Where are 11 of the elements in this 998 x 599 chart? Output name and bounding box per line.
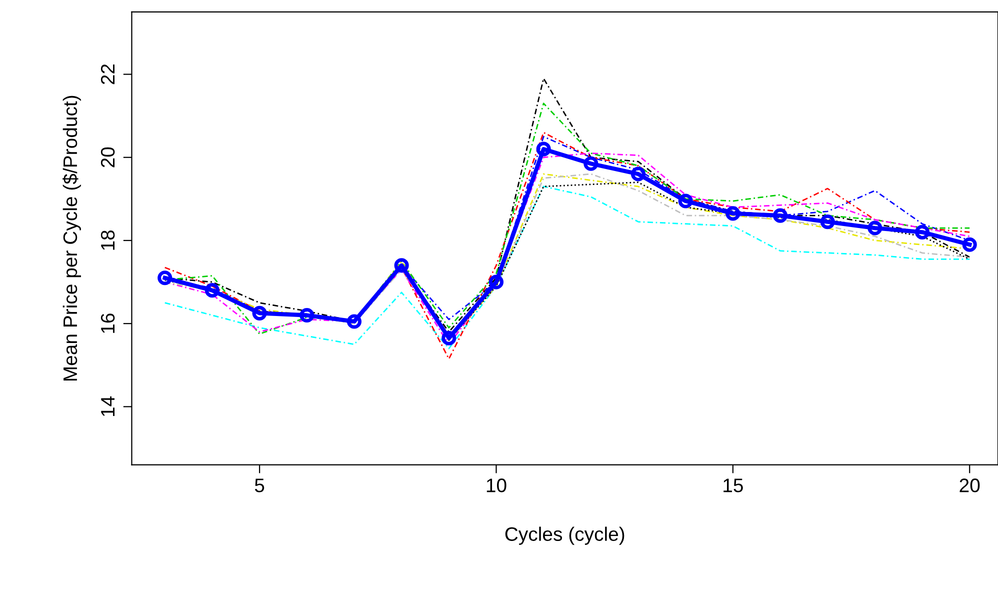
y-axis-title: Mean Price per Cycle ($/Product)	[62, 96, 81, 381]
y-tick-label: 16	[100, 314, 115, 333]
y-tick-label: 18	[100, 230, 115, 250]
y-tick-label: 14	[101, 396, 115, 416]
x-tick-label: 20	[960, 478, 980, 492]
x-axis-title: Cycles (cycle)	[505, 526, 624, 545]
x-tick-label: 15	[724, 478, 743, 492]
x-tick-label: 5	[254, 478, 264, 492]
y-tick-label: 22	[100, 64, 115, 84]
x-tick-label: 10	[486, 478, 506, 492]
y-tick-label: 20	[100, 147, 115, 168]
